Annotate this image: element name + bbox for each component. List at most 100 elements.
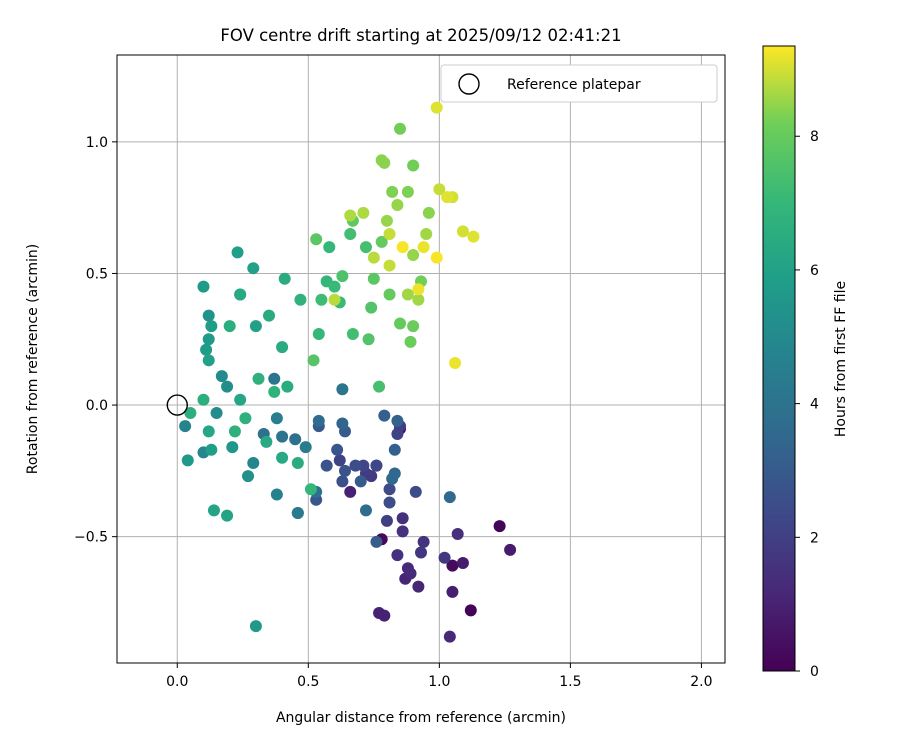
scatter-point [430, 251, 443, 264]
scatter-point [328, 280, 341, 293]
scatter-point [247, 262, 260, 275]
colorbar-ticks: 0 2 4 6 8 [795, 129, 819, 680]
x-tick-label: 1.0 [428, 674, 450, 690]
x-tick-label: 0.5 [297, 674, 319, 690]
scatter-point [247, 456, 260, 469]
y-tick-label: 1.0 [86, 135, 108, 151]
scatter-point [407, 320, 420, 333]
scatter-point [323, 241, 336, 254]
legend: Reference platepar [440, 64, 718, 103]
scatter-point [207, 504, 220, 517]
scatter-point [320, 459, 333, 472]
scatter-point [336, 417, 349, 430]
scatter-point [202, 354, 215, 367]
reference-platepar-marker [166, 394, 188, 416]
scatter-point [276, 430, 289, 443]
scatter-point [383, 288, 396, 301]
colorbar-tick-label: 8 [810, 129, 819, 145]
scatter-point [181, 454, 194, 467]
scatter-point [179, 420, 192, 433]
scatter-point [299, 441, 312, 454]
scatter-point [202, 333, 215, 346]
scatter-point [344, 209, 357, 222]
scatter-point [380, 214, 393, 227]
scatter-point [289, 433, 302, 446]
legend-reference-icon [458, 73, 480, 95]
scatter-point [249, 320, 262, 333]
scatter-point [415, 546, 427, 559]
scatter-point [388, 443, 401, 456]
scatter-point [291, 506, 304, 519]
scatter-point [422, 206, 435, 219]
scatter-point [446, 585, 459, 598]
scatter-point [202, 425, 215, 438]
scatter-point [367, 272, 380, 285]
scatter-point [446, 559, 459, 572]
scatter-point [184, 406, 197, 419]
scatter-point [391, 199, 404, 212]
scatter-point [401, 288, 414, 301]
scatter-point [493, 520, 506, 533]
scatter-point [438, 551, 451, 564]
scatter-point [307, 354, 320, 367]
scatter-point [365, 301, 378, 314]
plot-frame [116, 54, 726, 664]
scatter-point [221, 509, 234, 522]
scatter-point [467, 230, 480, 243]
scatter-point [354, 475, 367, 488]
scatter-point [359, 504, 372, 517]
scatter-point [417, 535, 430, 548]
scatter-point [270, 412, 283, 425]
scatter-point [391, 428, 404, 441]
colorbar-label: Hours from first FF file [833, 281, 849, 437]
scatter-point [359, 241, 372, 254]
scatter-point [328, 293, 341, 306]
scatter-point [197, 280, 210, 293]
scatter-point [268, 385, 281, 398]
scatter-point [333, 454, 346, 467]
scatter-point [260, 435, 273, 448]
scatter-point [234, 288, 247, 301]
scatter-point [391, 549, 404, 562]
scatter-point [443, 630, 456, 643]
scatter-point [449, 356, 462, 369]
colorbar-gradient [762, 45, 796, 672]
scatter-point [407, 249, 420, 262]
scatter-point [291, 456, 304, 469]
scatter-point [401, 185, 414, 198]
legend-box [440, 64, 718, 103]
scatter-point [370, 459, 383, 472]
x-axis: 0.0 0.5 1.0 1.5 2.0 [166, 663, 713, 690]
scatter-point [383, 259, 396, 272]
scatter-point [378, 609, 391, 622]
scatter-point [336, 383, 349, 396]
scatter-point [396, 241, 409, 254]
scatter-point [370, 535, 383, 548]
scatter-point [394, 317, 407, 330]
scatter-point [378, 409, 391, 422]
scatter-point [451, 528, 464, 541]
scatter-point [383, 483, 396, 496]
scatter-point [404, 335, 417, 348]
scatter-point [312, 414, 325, 427]
scatter-point [404, 567, 417, 580]
scatter-point [504, 543, 517, 556]
scatter-point [252, 372, 265, 385]
scatter-point [278, 272, 291, 285]
scatter-point [407, 159, 420, 172]
scatter-point [443, 491, 456, 504]
scatter-point [409, 485, 422, 498]
scatter-point [396, 512, 409, 525]
scatter-point [362, 333, 375, 346]
scatter-point [315, 293, 328, 306]
scatter-point [200, 343, 213, 356]
y-tick-label: 0.0 [86, 398, 108, 414]
colorbar-tick-label: 0 [810, 664, 819, 680]
scatter-point [412, 580, 425, 593]
scatter-point [391, 414, 404, 427]
scatter-point [276, 341, 289, 354]
scatter-point [249, 620, 262, 633]
colorbar-tick-label: 2 [810, 530, 819, 546]
scatter-point [339, 464, 351, 477]
